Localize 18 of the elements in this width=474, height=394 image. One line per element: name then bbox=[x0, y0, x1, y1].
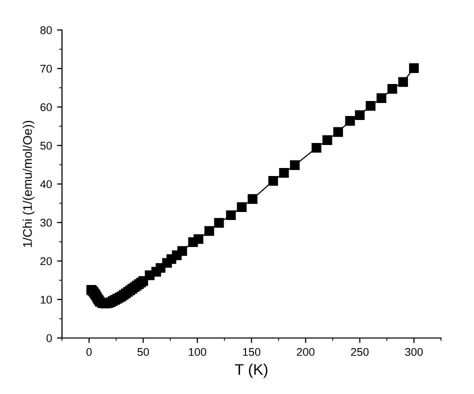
x-axis-title: T (K) bbox=[235, 364, 268, 378]
x-tick-label: 100 bbox=[188, 348, 206, 356]
y-tick-label: 20 bbox=[40, 257, 52, 266]
x-tick-label: 0 bbox=[86, 348, 92, 356]
x-tick-label: 200 bbox=[296, 348, 314, 356]
x-tick-label: 150 bbox=[243, 348, 260, 356]
y-tick-label: 50 bbox=[40, 142, 52, 150]
y-tick-label: 60 bbox=[40, 103, 52, 112]
y-tick-label: 30 bbox=[40, 218, 52, 227]
y-tick-label: 40 bbox=[40, 180, 52, 188]
y-tick-label: 80 bbox=[40, 26, 52, 34]
y-tick-label: 0 bbox=[46, 334, 52, 342]
y-tick-label: 10 bbox=[40, 296, 52, 304]
y-tick-label: 70 bbox=[40, 64, 52, 73]
y-axis-title: 1/Chi (1/(emu/mol/Oe)) bbox=[22, 120, 34, 247]
x-tick-label: 50 bbox=[137, 348, 149, 356]
x-tick-label: 250 bbox=[351, 348, 369, 356]
x-tick-label: 300 bbox=[405, 348, 423, 356]
